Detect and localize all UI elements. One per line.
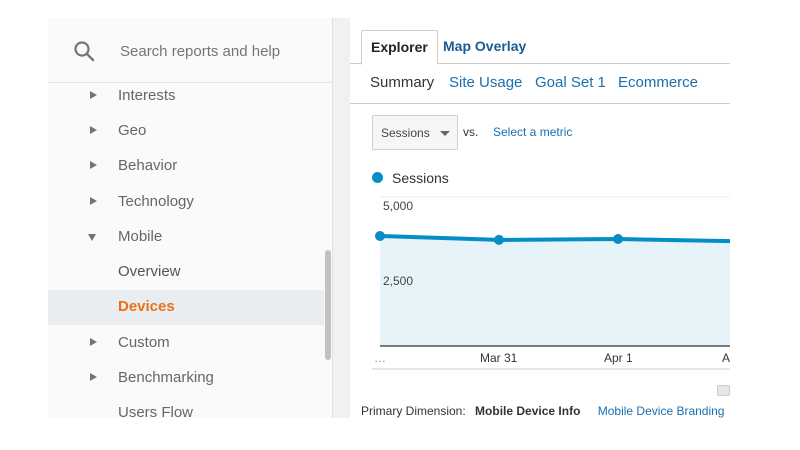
- chevron-down-icon: [440, 131, 450, 136]
- y-tick-label: 5,000: [383, 199, 414, 213]
- chart-canvas: [372, 196, 730, 370]
- subtab-goal-set-1[interactable]: Goal Set 1: [535, 74, 606, 91]
- sidebar-item-label: Behavior: [118, 157, 178, 174]
- sidebar-item-custom[interactable]: Custom: [48, 326, 324, 361]
- sidebar-item-label: Devices: [118, 298, 175, 315]
- data-point[interactable]: [494, 234, 504, 245]
- sidebar-item-interests[interactable]: Interests: [48, 79, 324, 114]
- metric-dropdown[interactable]: Sessions: [372, 115, 458, 150]
- sidebar-scrollbar[interactable]: [325, 250, 331, 360]
- metric-dropdown-value: Sessions: [381, 126, 430, 140]
- explorer-subtabs: Summary Site Usage Goal Set 1 Ecommerce: [350, 64, 730, 104]
- subtab-site-usage[interactable]: Site Usage: [449, 74, 523, 91]
- sidebar: Interests Geo Behavior Technology Mobile…: [48, 18, 332, 418]
- data-point[interactable]: [613, 234, 623, 244]
- sidebar-item-label: Technology: [118, 193, 194, 210]
- sidebar-item-label: Benchmarking: [118, 369, 214, 386]
- search-icon[interactable]: [72, 39, 96, 63]
- x-tick-label: Apr 1: [604, 351, 633, 365]
- caret-right-icon: [90, 197, 97, 205]
- report-panel: Explorer Map Overlay Summary Site Usage …: [350, 18, 730, 418]
- caret-right-icon: [90, 126, 97, 134]
- sidebar-item-label: Custom: [118, 334, 170, 351]
- view-tabs: Explorer Map Overlay: [350, 18, 730, 65]
- x-tick-label: A: [722, 351, 730, 365]
- caret-right-icon: [90, 161, 97, 169]
- x-tick-label: Mar 31: [480, 351, 518, 365]
- primary-dimension-label: Primary Dimension:: [361, 404, 466, 418]
- caret-right-icon: [90, 338, 97, 346]
- dimension-mobile-device-branding[interactable]: Mobile Device Branding: [597, 404, 725, 418]
- caret-right-icon: [90, 373, 97, 381]
- caret-down-icon: [88, 234, 96, 241]
- sidebar-item-overview[interactable]: Overview: [48, 255, 324, 290]
- caret-right-icon: [90, 91, 97, 99]
- range-slider-handle[interactable]: [717, 385, 730, 396]
- dimension-mobile-device-info[interactable]: Mobile Device Info: [475, 404, 581, 418]
- sidebar-item-label: Mobile: [118, 228, 163, 245]
- x-tick-label: …: [374, 351, 386, 365]
- vs-label: vs.: [463, 125, 479, 139]
- subtab-summary[interactable]: Summary: [370, 74, 435, 91]
- tab-map-overlay[interactable]: Map Overlay: [443, 38, 527, 54]
- search-input[interactable]: [120, 38, 320, 64]
- sidebar-item-users-flow[interactable]: Users Flow: [48, 396, 324, 418]
- sidebar-item-geo[interactable]: Geo: [48, 114, 324, 149]
- sidebar-item-label: Geo: [118, 122, 147, 139]
- sidebar-item-devices[interactable]: Devices: [48, 290, 324, 325]
- y-tick-label: 2,500: [383, 274, 414, 288]
- data-point[interactable]: [375, 231, 385, 241]
- sidebar-item-label: Users Flow: [118, 404, 194, 418]
- select-metric-link[interactable]: Select a metric: [493, 125, 573, 139]
- search-row: [48, 18, 332, 83]
- series-dot-icon: [372, 172, 383, 183]
- sidebar-item-technology[interactable]: Technology: [48, 185, 324, 220]
- legend-label: Sessions: [392, 170, 449, 186]
- sidebar-item-label: Overview: [118, 263, 181, 280]
- sidebar-item-benchmarking[interactable]: Benchmarking: [48, 361, 324, 396]
- primary-dimension-bar: Primary Dimension: Mobile Device Info Mo…: [361, 404, 724, 418]
- sidebar-divider: [332, 18, 350, 418]
- sidebar-item-mobile[interactable]: Mobile: [48, 220, 324, 255]
- sidebar-item-behavior[interactable]: Behavior: [48, 149, 324, 184]
- tab-explorer[interactable]: Explorer: [361, 30, 438, 65]
- subtab-ecommerce[interactable]: Ecommerce: [618, 74, 699, 91]
- sessions-chart[interactable]: 5,000 2,500 … Mar 31 Apr 1 A: [350, 188, 730, 396]
- sidebar-item-label: Interests: [118, 87, 176, 104]
